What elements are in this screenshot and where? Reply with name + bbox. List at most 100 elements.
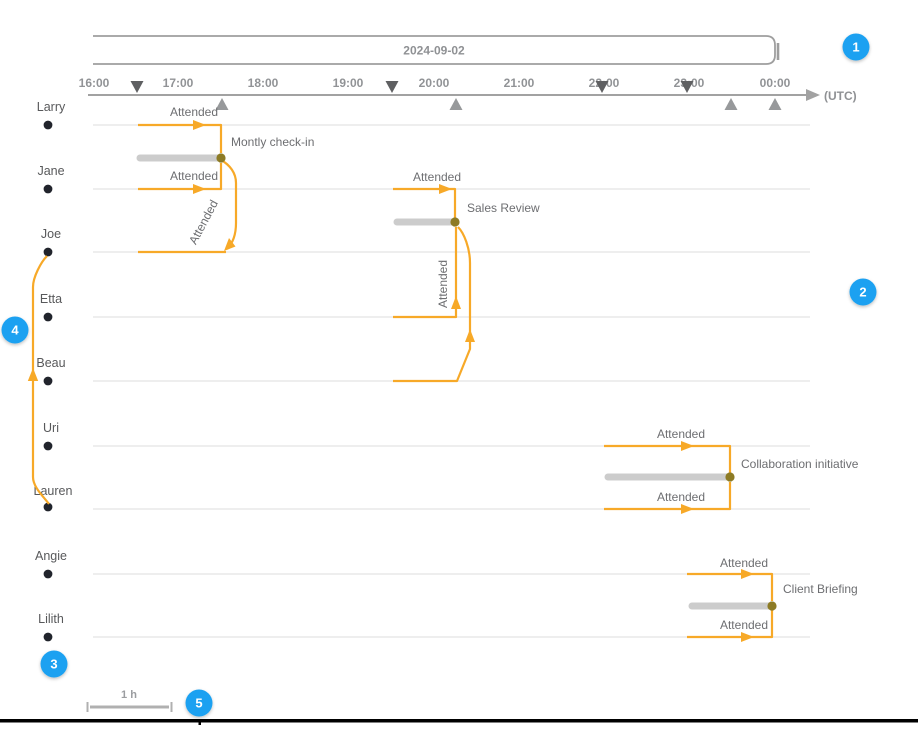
date-range-bar[interactable]: 2024-09-02	[93, 35, 780, 65]
person-dot-angie[interactable]	[43, 569, 53, 579]
person-link-edge	[27, 255, 50, 505]
attended-label: Attended	[720, 556, 768, 570]
event-sales-review: Attended Attended Sales Review	[393, 170, 540, 383]
event-dot[interactable]	[216, 153, 226, 163]
tick-label: 16:00	[79, 76, 110, 90]
callout-number: 4	[11, 323, 19, 338]
attended-edge-joe	[220, 159, 238, 250]
person-dot-larry[interactable]	[43, 120, 53, 130]
timezone-label: (UTC)	[824, 89, 857, 103]
attended-arrow-icon	[741, 632, 754, 642]
event-montly-check-in: Attended Attended Attended Montly check-…	[136, 105, 314, 254]
attended-edge-larry	[138, 123, 223, 153]
event-title: Client Briefing	[783, 582, 858, 596]
callout-number: 5	[195, 696, 202, 711]
axis-arrow-icon	[806, 89, 820, 101]
event-start-marker-icon	[595, 81, 609, 93]
person-label-uri: Uri	[43, 421, 59, 435]
person-label-beau: Beau	[36, 356, 65, 370]
attended-arrow-icon	[193, 184, 206, 194]
callout-circle	[849, 278, 877, 306]
event-end-marker-icon	[449, 98, 463, 110]
scale-bar-label: 1 h	[121, 689, 137, 701]
attended-arrow-icon	[465, 329, 475, 342]
callout-circle	[1, 316, 29, 344]
callout-number: 2	[859, 285, 866, 300]
attended-edge-lilith	[687, 610, 774, 639]
person-dot-uri[interactable]	[43, 441, 53, 451]
attended-edge-angie	[687, 572, 774, 601]
person-dot-joe[interactable]	[43, 247, 53, 257]
person-label-etta: Etta	[40, 292, 62, 306]
date-label: 2024-09-02	[403, 44, 465, 58]
bottom-border-tick	[198, 719, 201, 727]
event-dot[interactable]	[767, 601, 777, 611]
callout-4: 4	[1, 316, 29, 344]
person-label-jane: Jane	[37, 164, 64, 178]
date-range-border	[93, 35, 776, 65]
attended-label: Attended	[413, 170, 461, 184]
tick-label: 21:00	[504, 76, 535, 90]
person-link-path	[31, 255, 50, 505]
person-list: Larry Jane Joe Etta Beau Uri Lauren Angi…	[34, 100, 73, 642]
person-label-angie: Angie	[35, 549, 67, 563]
callout-number: 1	[852, 40, 859, 55]
callout-circle	[185, 689, 213, 717]
tick-label: 20:00	[419, 76, 450, 90]
bottom-border	[0, 719, 918, 723]
event-title: Montly check-in	[231, 135, 314, 149]
event-collaboration-initiative: Attended Attended Collaboration initiati…	[604, 427, 859, 514]
event-end-marker-icon	[768, 98, 782, 110]
event-end-marker-icon	[724, 98, 738, 110]
event-start-marker-icon	[130, 81, 144, 93]
tick-label: 00:00	[760, 76, 791, 90]
attended-edge-lauren	[604, 482, 732, 511]
attended-arrow-icon	[681, 504, 694, 514]
attended-arrow-icon	[193, 120, 206, 130]
attended-edge-jane	[393, 187, 457, 218]
attended-edge-uri	[604, 444, 732, 473]
attended-edge-etta	[393, 227, 458, 319]
callout-3: 3	[40, 650, 68, 678]
person-dot-lilith[interactable]	[43, 632, 53, 642]
person-dot-jane[interactable]	[43, 184, 53, 194]
tick-label: 17:00	[163, 76, 194, 90]
attended-label-rotated: Attended	[436, 260, 450, 308]
person-dot-lauren[interactable]	[43, 502, 53, 512]
event-title: Sales Review	[467, 201, 540, 215]
event-start-marker-icon	[385, 81, 399, 93]
attended-label: Attended	[170, 105, 218, 119]
attended-arrow-icon	[439, 184, 452, 194]
attended-arrow-icon	[451, 296, 461, 309]
attended-arrow-icon	[224, 238, 236, 251]
callout-number: 3	[50, 657, 57, 672]
time-axis: 16:00 17:00 18:00 19:00 20:00 21:00 22:0…	[79, 76, 857, 110]
attended-label: Attended	[657, 490, 705, 504]
person-label-larry: Larry	[37, 100, 66, 114]
scale-bar: 1 h	[86, 689, 173, 712]
attended-arrow-icon	[741, 569, 754, 579]
event-dot[interactable]	[450, 217, 460, 227]
attended-label: Attended	[720, 618, 768, 632]
event-start-markers	[130, 81, 694, 93]
event-start-marker-icon	[680, 81, 694, 93]
person-dot-etta[interactable]	[43, 312, 53, 322]
event-end-markers	[215, 98, 782, 110]
attended-label: Attended	[657, 427, 705, 441]
attended-label: Attended	[170, 169, 218, 183]
event-dot[interactable]	[725, 472, 735, 482]
callout-1: 1	[842, 33, 870, 61]
event-end-marker-icon	[215, 98, 229, 110]
attended-arrow-icon	[681, 441, 694, 451]
person-dot-beau[interactable]	[43, 376, 53, 386]
callout-badges: 1 2 3 4 5	[1, 33, 877, 717]
callout-5: 5	[185, 689, 213, 717]
person-label-joe: Joe	[41, 227, 61, 241]
tick-label: 19:00	[333, 76, 364, 90]
event-client-briefing: Attended Attended Client Briefing	[687, 556, 858, 642]
person-link-arrow-icon	[27, 368, 39, 381]
attended-label-rotated: Attended	[186, 198, 221, 247]
callout-circle	[842, 33, 870, 61]
person-label-lauren: Lauren	[34, 484, 73, 498]
